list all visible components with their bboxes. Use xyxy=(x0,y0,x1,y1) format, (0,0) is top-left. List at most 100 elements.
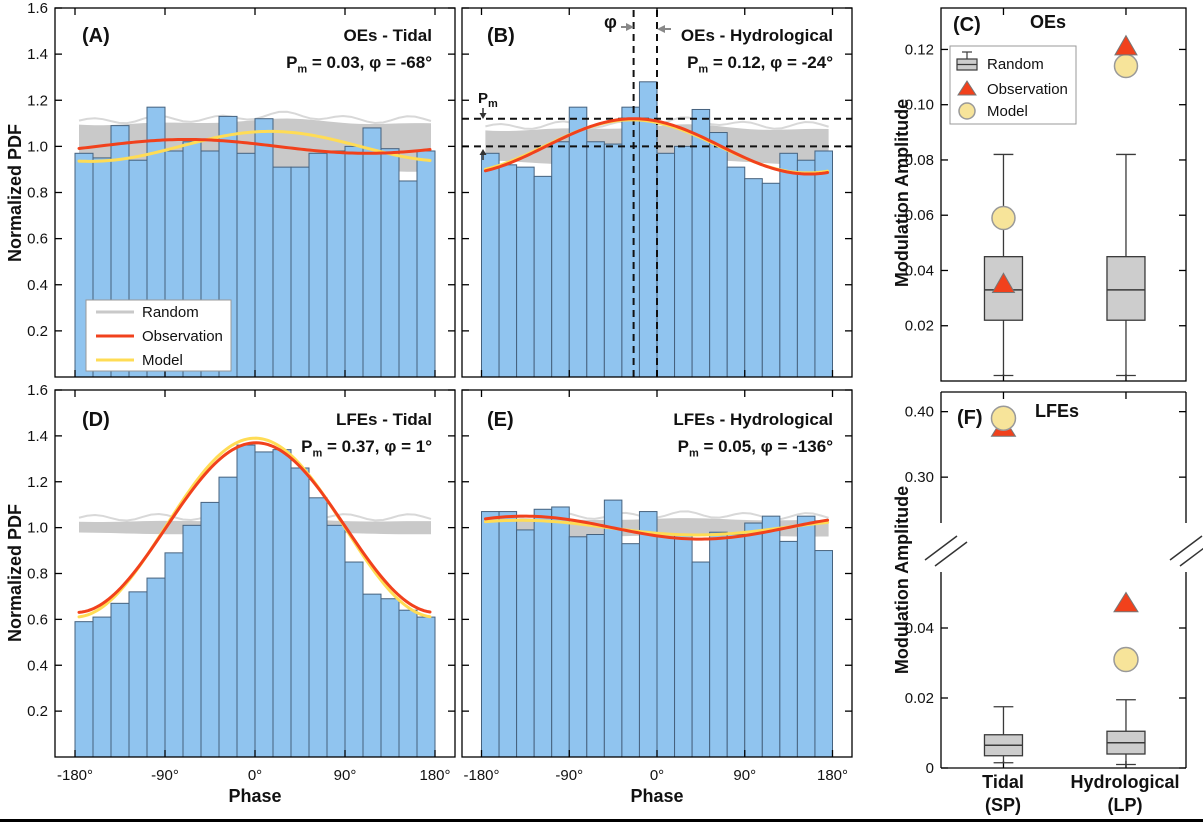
y-tick-label: 1.2 xyxy=(27,474,48,491)
ylabel-modulation-amplitude-top: Modulation Amplitude xyxy=(892,98,912,288)
y-tick-label: 0.2 xyxy=(27,703,48,720)
x-tick-label: 0° xyxy=(248,767,262,784)
y-tick-label: 1.0 xyxy=(27,520,48,537)
title-panel-f: LFEs xyxy=(1035,401,1080,421)
pm-annotation: Pm xyxy=(478,90,498,110)
legend-c-model-label: Model xyxy=(987,103,1028,120)
histogram-bar xyxy=(362,127,382,378)
y-tick-label: 0.2 xyxy=(27,323,48,340)
histogram-bar xyxy=(656,152,676,378)
panel-label-d: (D) xyxy=(82,409,110,431)
y-tick-label: 0.40 xyxy=(905,404,934,421)
y-tick-label: 0.4 xyxy=(27,657,48,674)
y-tick-label: 0.8 xyxy=(27,185,48,202)
histogram-bar xyxy=(814,150,834,378)
histogram-bar xyxy=(796,159,816,378)
legend-a-random-label: Random xyxy=(142,304,199,321)
model-curve xyxy=(483,518,830,537)
y-tick-label: 0.4 xyxy=(27,277,48,294)
histogram-bar xyxy=(290,467,310,758)
histogram-bar xyxy=(621,543,640,758)
histogram-bar xyxy=(533,175,553,378)
histogram-bar xyxy=(779,152,798,378)
observation-marker xyxy=(991,272,1016,294)
histogram-bar xyxy=(603,499,623,758)
figure-bottom-rule xyxy=(0,819,1203,822)
histogram-bar xyxy=(498,511,518,758)
histogram-bar xyxy=(691,561,711,758)
histogram-bar xyxy=(254,118,274,378)
histogram-bar xyxy=(638,511,658,758)
legend-c-random-label: Random xyxy=(987,56,1044,73)
y-tick-label: 0.12 xyxy=(905,41,934,58)
x-tick-label: -90° xyxy=(151,767,179,784)
histogram-bar xyxy=(568,536,588,758)
histogram-bar xyxy=(586,141,605,378)
axis-break-mark xyxy=(1169,535,1203,561)
histogram-bar xyxy=(182,524,202,758)
phi-arrow-left-head xyxy=(657,25,665,33)
ylabel-modulation-amplitude-bottom: Modulation Amplitude xyxy=(892,485,912,675)
model-marker xyxy=(1113,53,1139,79)
histogram-bar xyxy=(621,106,640,378)
observation-marker xyxy=(957,80,977,96)
histogram-bar xyxy=(516,529,535,758)
histogram-bar xyxy=(344,561,364,758)
histogram-bar xyxy=(362,593,382,758)
axis-break-mark xyxy=(924,535,958,561)
observation-curve xyxy=(77,441,432,614)
x-tick-label: 180° xyxy=(817,767,848,784)
panel-label-c: (C) xyxy=(953,14,981,36)
x-tick-label: 0° xyxy=(650,767,664,784)
histogram-bar xyxy=(551,506,570,758)
x-tick-label: 90° xyxy=(334,767,357,784)
histogram-bar xyxy=(744,522,763,758)
histogram-bar xyxy=(498,164,518,378)
histogram-bar xyxy=(603,143,623,378)
ylabel-normalized-pdf-top: Normalized PDF xyxy=(5,123,25,263)
histogram-bar xyxy=(128,591,148,758)
histogram-bar xyxy=(709,531,728,758)
histogram-bar xyxy=(398,609,418,758)
model-marker xyxy=(1113,646,1139,673)
observation-curve xyxy=(483,117,830,176)
histogram-bar xyxy=(272,449,292,758)
histogram-bar xyxy=(481,152,500,378)
title-panel-b: OEs - Hydrological xyxy=(680,26,833,45)
y-tick-label: 0.30 xyxy=(905,469,934,486)
observation-curve xyxy=(77,137,432,155)
histogram-bar xyxy=(326,524,346,758)
model-marker xyxy=(990,405,1017,431)
histogram-bar xyxy=(551,141,570,378)
histogram-bar xyxy=(272,166,292,378)
histogram-bar xyxy=(146,577,166,758)
pm-arrow-up-head xyxy=(479,149,487,155)
histogram-bar xyxy=(164,552,184,758)
observation-marker xyxy=(1114,34,1138,56)
y-tick-label: 1.4 xyxy=(27,428,48,445)
histogram-bar xyxy=(380,148,400,378)
histogram-bar xyxy=(586,534,605,758)
histogram-bar xyxy=(691,108,711,378)
y-tick-label: 0.04 xyxy=(905,262,934,279)
x-tick-label: -180° xyxy=(57,767,93,784)
histogram-bar xyxy=(200,501,220,758)
pm-arrow-down-head xyxy=(479,113,487,119)
axis-break-mark xyxy=(934,541,968,567)
histogram-bar xyxy=(533,508,553,758)
y-tick-label: 1.6 xyxy=(27,382,48,399)
histogram-bar xyxy=(761,515,781,758)
histogram-bar xyxy=(638,81,658,378)
histogram-bar xyxy=(380,598,400,758)
y-tick-label: 0.06 xyxy=(905,207,934,224)
y-tick-label: 0.6 xyxy=(27,611,48,628)
y-tick-label: 0.02 xyxy=(905,690,934,707)
phi-annotation: φ xyxy=(604,12,617,32)
y-tick-label: 0.08 xyxy=(905,152,934,169)
histogram-bar xyxy=(416,616,436,758)
histogram-bar xyxy=(308,152,328,378)
histogram-bar xyxy=(92,616,112,758)
y-tick-label: 0 xyxy=(926,760,934,777)
